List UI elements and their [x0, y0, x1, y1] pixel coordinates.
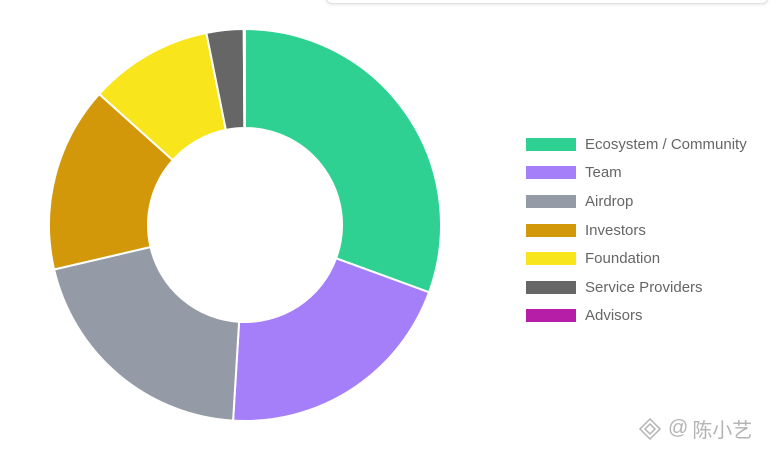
slice-team[interactable] — [232, 257, 431, 422]
legend-swatch — [526, 166, 576, 180]
legend-label: Service Providers — [585, 278, 703, 296]
legend-item-investors[interactable]: Investors — [526, 216, 747, 245]
donut-slices — [48, 27, 442, 422]
slice-investors[interactable] — [48, 93, 174, 271]
legend-item-advisors[interactable]: Advisors — [526, 302, 747, 331]
legend-swatch — [526, 223, 576, 237]
watermark: @ 陈小艺 — [638, 414, 752, 443]
legend-label: Advisors — [585, 307, 643, 325]
legend-swatch — [526, 194, 576, 208]
chart-legend: Ecosystem / Community Team Airdrop Investor… — [526, 130, 747, 330]
legend-item-service-providers[interactable]: Service Providers — [526, 273, 747, 302]
legend-label: Airdrop — [585, 192, 634, 210]
slice-ecosystem-community[interactable] — [244, 28, 442, 294]
legend-swatch — [526, 309, 576, 323]
legend-label: Ecosystem / Community — [585, 135, 747, 153]
legend-item-airdrop[interactable]: Airdrop — [526, 187, 747, 216]
legend-label: Investors — [585, 221, 646, 239]
legend-label: Foundation — [585, 250, 661, 268]
donut-chart — [48, 27, 442, 422]
watermark-at: @ — [668, 417, 689, 439]
slice-airdrop[interactable] — [53, 246, 241, 422]
legend-swatch — [526, 137, 576, 151]
slice-advisors[interactable] — [242, 27, 246, 130]
legend-item-foundation[interactable]: Foundation — [526, 244, 747, 273]
watermark-name: 陈小艺 — [692, 420, 753, 442]
legend-swatch — [526, 280, 576, 294]
legend-swatch — [526, 252, 576, 266]
legend-item-team[interactable]: Team — [526, 159, 747, 188]
diamond-logo-icon — [638, 417, 662, 440]
legend-item-ecosystem-community[interactable]: Ecosystem / Community — [526, 130, 747, 159]
legend-label: Team — [585, 164, 622, 182]
